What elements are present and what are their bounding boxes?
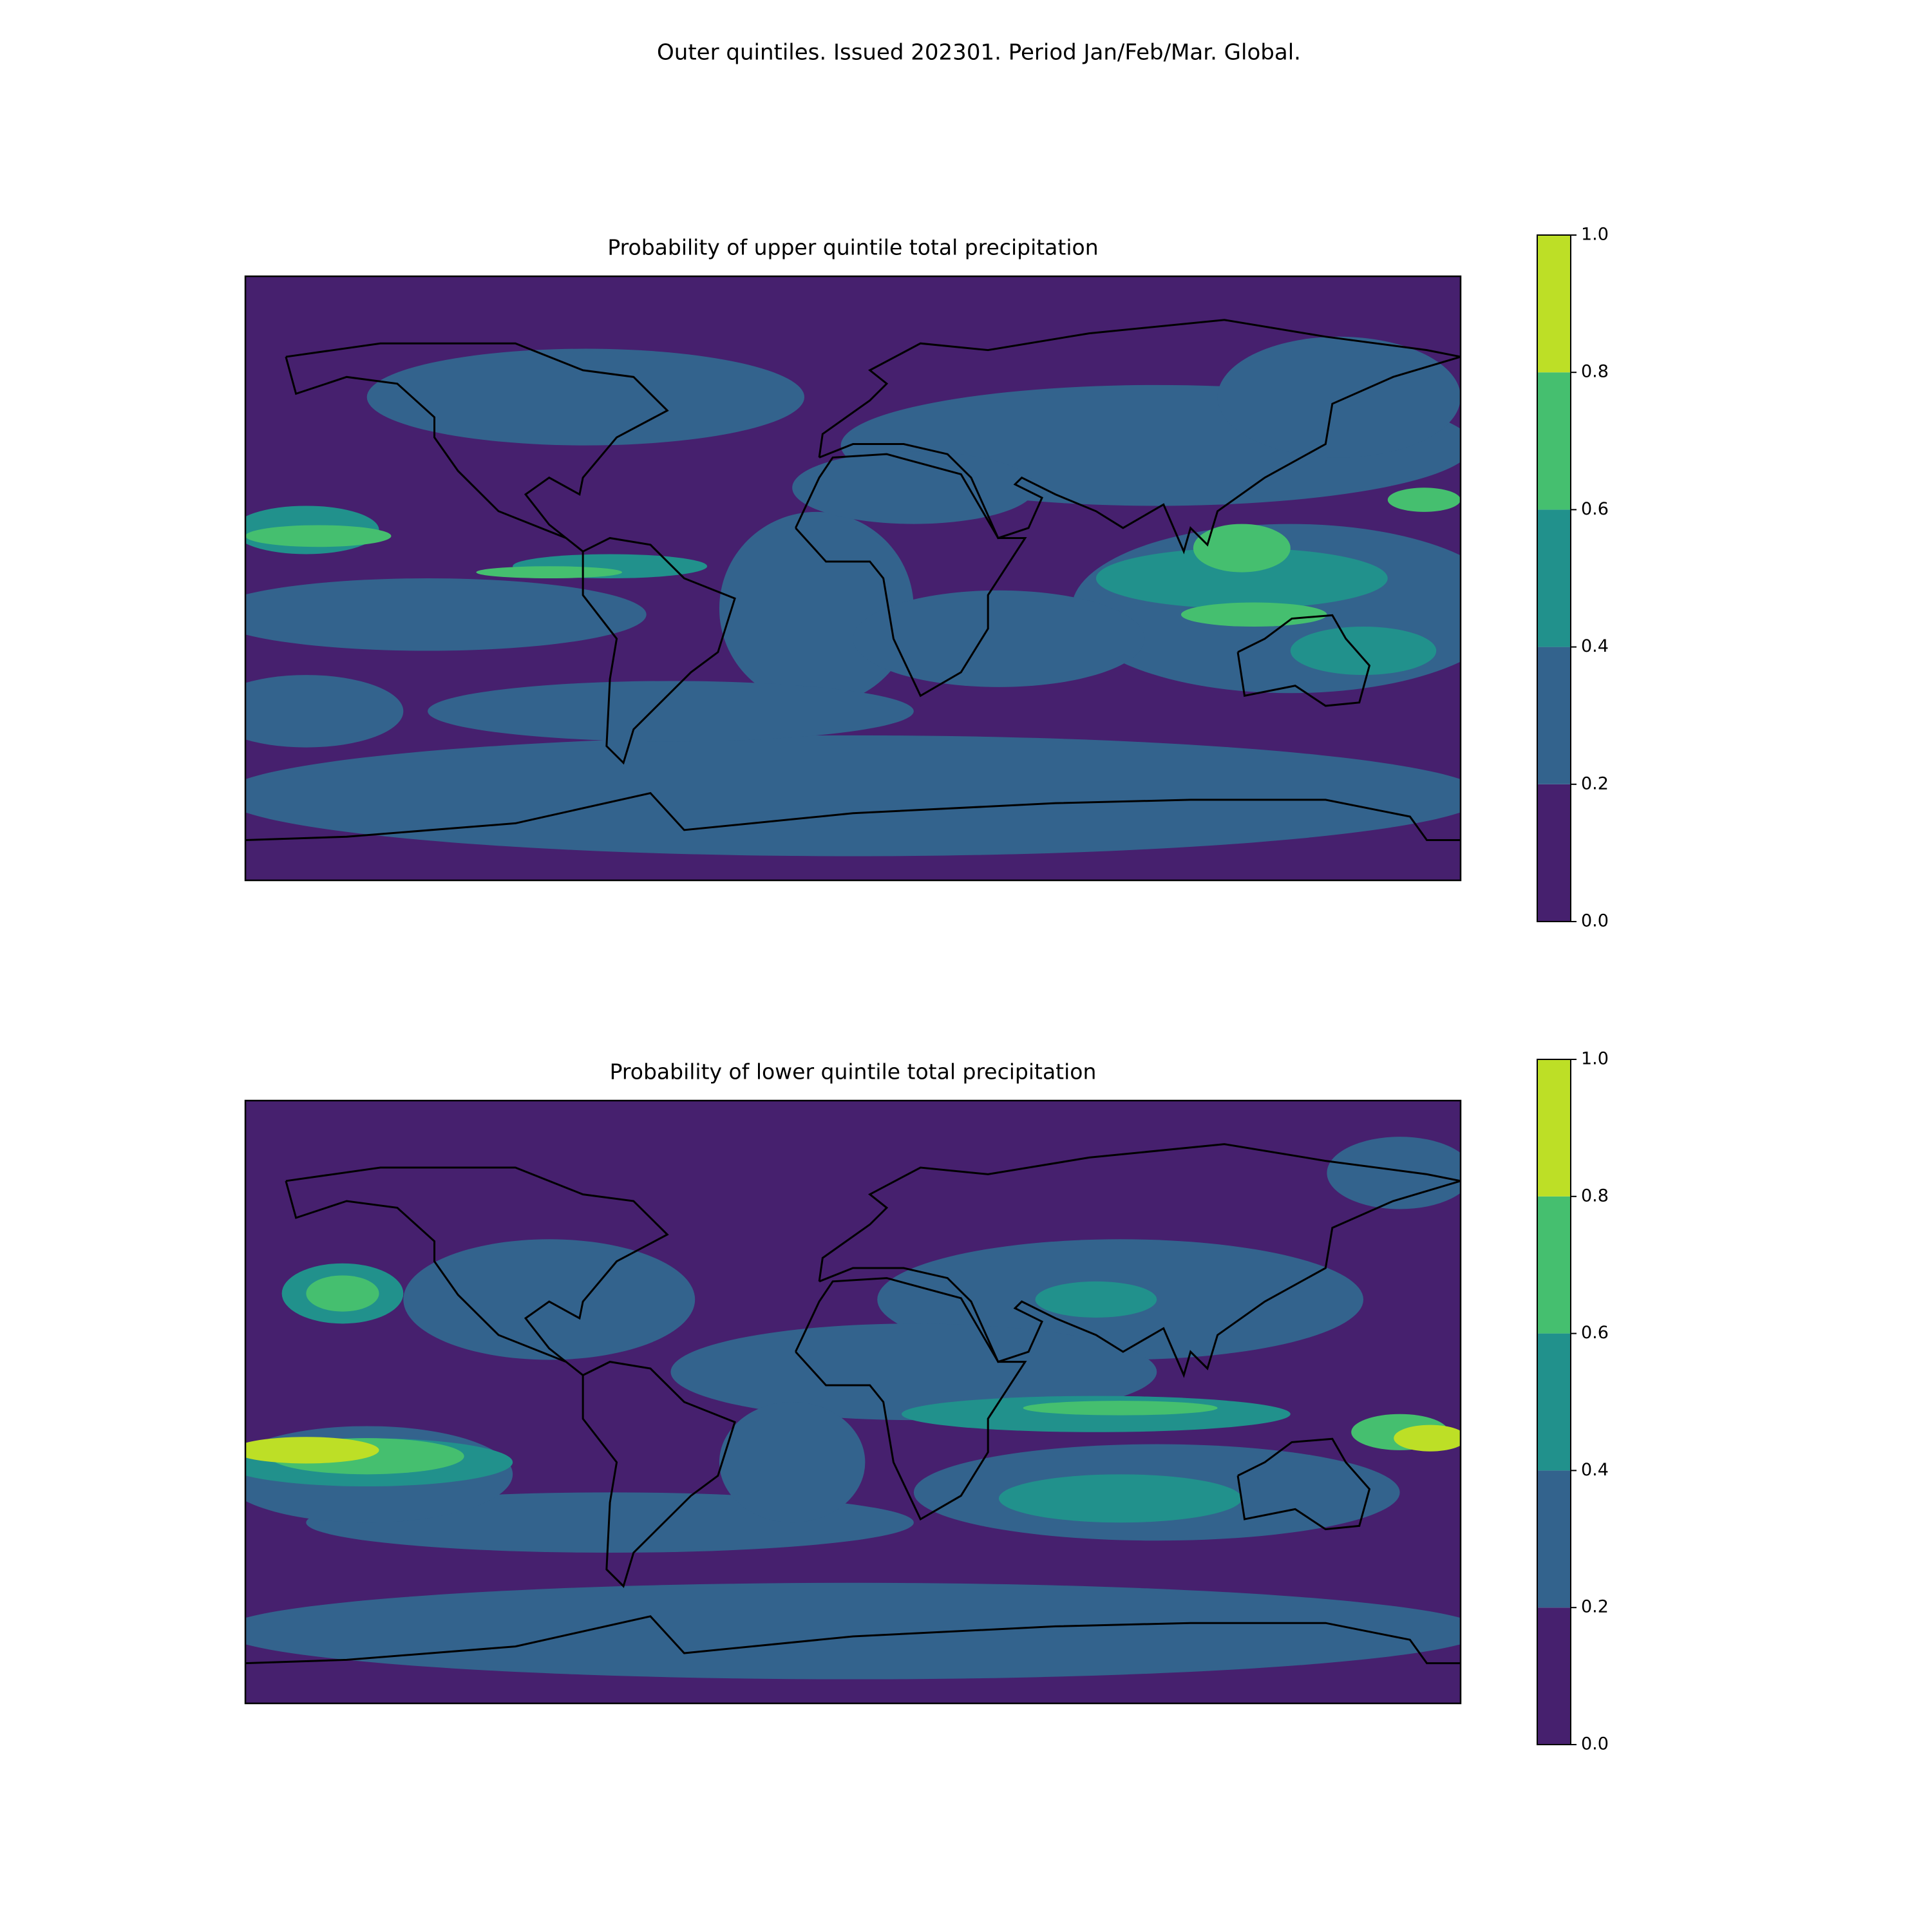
- field-region: [403, 1239, 696, 1360]
- colorbar-band: [1537, 1333, 1571, 1471]
- field-region: [853, 590, 1145, 687]
- figure-title: Outer quintiles. Issued 202301. Period J…: [657, 40, 1301, 66]
- colorbar-frame: [1537, 234, 1571, 922]
- colorbar-band: [1537, 1470, 1571, 1608]
- field-region: [245, 1582, 1461, 1680]
- field-region: [1394, 1425, 1461, 1452]
- map-frame: [244, 275, 1462, 882]
- colorbar-band: [1537, 1196, 1571, 1334]
- field-region: [1387, 488, 1461, 512]
- field-region: [719, 511, 914, 705]
- panel-title: Probability of upper quintile total prec…: [607, 235, 1098, 260]
- field-region: [245, 735, 1461, 857]
- coastline: [245, 791, 1461, 841]
- field: [245, 276, 1461, 880]
- colorbar-tick-label: 0.0: [1581, 911, 1609, 931]
- colorbar-tick-label: 0.0: [1581, 1734, 1609, 1754]
- field-region: [245, 1437, 379, 1464]
- colorbar-tick-label: 0.4: [1581, 1460, 1609, 1480]
- colorbar-tick-label: 0.6: [1581, 499, 1609, 519]
- colorbar-band: [1537, 509, 1571, 647]
- coastline: [285, 1166, 669, 1376]
- field-region: [428, 681, 914, 742]
- field-region: [245, 578, 647, 651]
- colorbar-band: [1537, 372, 1571, 510]
- colorbar-band: [1537, 1059, 1571, 1197]
- coastline: [1236, 1437, 1371, 1531]
- field-region: [245, 525, 392, 547]
- panel-title: Probability of lower quintile total prec…: [610, 1059, 1097, 1084]
- colorbar-tick-label: 0.6: [1581, 1323, 1609, 1343]
- colorbar-band: [1537, 647, 1571, 784]
- field-region: [245, 675, 404, 748]
- coastline: [1236, 614, 1371, 707]
- field-region: [719, 1402, 866, 1523]
- field-region: [306, 1275, 379, 1312]
- colorbar-tick-label: 0.2: [1581, 1597, 1609, 1617]
- colorbar-tick-label: 1.0: [1581, 225, 1609, 245]
- colorbar-band: [1537, 784, 1571, 922]
- field-region: [1193, 524, 1291, 573]
- field-region: [1023, 1401, 1218, 1416]
- coastline: [582, 536, 736, 765]
- colorbar-tick-label: 0.8: [1581, 1186, 1609, 1206]
- coastline: [795, 1277, 1027, 1521]
- coastline: [795, 453, 1027, 697]
- coastline: [818, 319, 1461, 554]
- field-region: [1290, 627, 1437, 676]
- map-panel: Probability of lower quintile total prec…: [244, 1049, 1609, 1754]
- map-frame: [244, 1099, 1462, 1705]
- colorbar-tick-label: 0.8: [1581, 362, 1609, 382]
- colorbar-tick-label: 0.2: [1581, 773, 1609, 793]
- field-region: [476, 566, 622, 578]
- field-region: [1095, 548, 1388, 609]
- field-region: [1180, 602, 1327, 627]
- field: [245, 1101, 1461, 1703]
- field-region: [1035, 1281, 1157, 1318]
- colorbar-frame: [1537, 1059, 1571, 1745]
- colorbar-band: [1537, 235, 1571, 373]
- colorbar-tick-label: 1.0: [1581, 1049, 1609, 1069]
- coastline: [818, 1143, 1461, 1378]
- map-panel: Probability of upper quintile total prec…: [244, 225, 1609, 931]
- colorbar-tick-label: 0.4: [1581, 636, 1609, 656]
- colorbar-band: [1537, 1607, 1571, 1745]
- coastline: [245, 1615, 1461, 1665]
- field-region: [366, 348, 805, 446]
- field-region: [1217, 336, 1461, 458]
- field-region: [998, 1474, 1242, 1523]
- coastline: [285, 342, 669, 553]
- coastline: [582, 1361, 736, 1588]
- field-region: [670, 1323, 1157, 1421]
- field-region: [792, 451, 1036, 524]
